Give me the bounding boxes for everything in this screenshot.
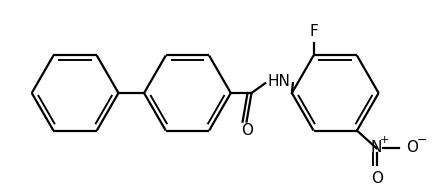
Text: N: N — [371, 140, 382, 155]
Text: O: O — [406, 140, 418, 155]
Text: HN: HN — [268, 74, 290, 89]
Text: F: F — [309, 24, 318, 39]
Text: +: + — [380, 135, 389, 145]
Text: −: − — [417, 134, 427, 147]
Text: O: O — [242, 123, 253, 138]
Text: O: O — [371, 171, 383, 186]
